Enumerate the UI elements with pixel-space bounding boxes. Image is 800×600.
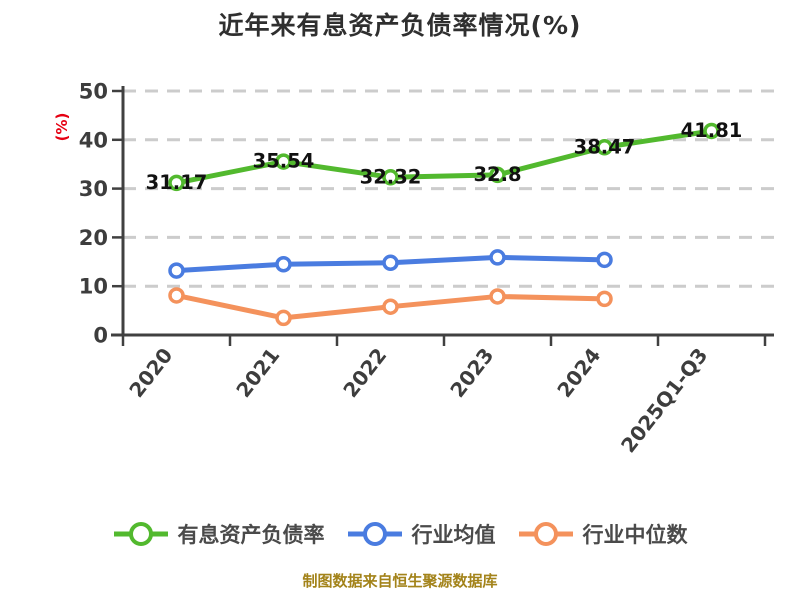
data-point-industry-median: [382, 298, 399, 315]
data-point-industry-average: [382, 254, 399, 272]
legend-marker-icon: [518, 522, 573, 546]
data-point-industry-median: [489, 288, 506, 305]
x-tick-label: 2025Q1-Q3: [616, 343, 712, 457]
data-point-interest-bearing-debt-ratio: [489, 166, 506, 184]
data-point-industry-average: [596, 251, 613, 269]
value-label-interest-bearing-debt-ratio: 38.47: [574, 135, 636, 158]
x-tick-label: 2024: [552, 343, 605, 402]
value-label-interest-bearing-debt-ratio: 31.17: [146, 171, 208, 194]
value-label-interest-bearing-debt-ratio: 35.54: [253, 150, 315, 173]
chart-title: 近年来有息资产负债率情况(%): [218, 11, 582, 40]
data-point-industry-average: [275, 255, 292, 273]
data-point-interest-bearing-debt-ratio: [596, 139, 613, 156]
legend-label-interest-bearing-debt-ratio: 有息资产负债率: [177, 523, 325, 547]
chart-legend: 有息资产负债率 行业均值 行业中位数: [0, 519, 800, 549]
y-tick-label: 20: [79, 226, 108, 250]
data-point-interest-bearing-debt-ratio: [703, 122, 720, 140]
series-line-interest-bearing-debt-ratio: [174, 128, 714, 186]
data-point-interest-bearing-debt-ratio: [382, 169, 399, 186]
legend-marker-icon: [347, 522, 402, 546]
data-source-note: 制图数据来自恒生聚源数据库: [302, 572, 498, 590]
legend-item-industry-average: 行业均值: [347, 519, 496, 549]
chart-canvas: 0 10 20 30 40 50 2020 2021 2022 2023 2024 2025Q1-Q3…: [79, 80, 776, 457]
legend-label-industry-average: 行业均值: [411, 523, 496, 547]
data-point-industry-average: [168, 262, 185, 279]
data-point-industry-median: [596, 290, 613, 308]
legend-marker-icon: [113, 522, 168, 546]
data-point-industry-median: [275, 309, 292, 327]
data-point-industry-average: [489, 249, 506, 266]
value-label-interest-bearing-debt-ratio: 32.32: [360, 165, 422, 188]
x-tick-label: 2020: [124, 343, 177, 402]
y-tick-label: 0: [93, 324, 108, 348]
y-tick-label: 10: [79, 275, 108, 299]
data-point-industry-median: [168, 287, 185, 304]
value-label-interest-bearing-debt-ratio: 32.8: [473, 163, 521, 186]
data-point-interest-bearing-debt-ratio: [168, 174, 185, 192]
data-point-interest-bearing-debt-ratio: [275, 153, 292, 170]
legend-label-industry-median: 行业中位数: [582, 523, 688, 547]
x-tick-label: 2022: [338, 343, 391, 402]
x-tick-label: 2023: [445, 343, 498, 402]
legend-item-interest-bearing-debt-ratio: 有息资产负债率: [113, 519, 325, 549]
y-tick-label: 40: [79, 128, 108, 152]
y-tick-label: 50: [79, 80, 108, 104]
value-label-interest-bearing-debt-ratio: 41.81: [681, 119, 743, 142]
legend-item-industry-median: 行业中位数: [518, 519, 688, 549]
y-tick-label: 30: [79, 177, 108, 201]
x-tick-label: 2021: [231, 343, 284, 402]
